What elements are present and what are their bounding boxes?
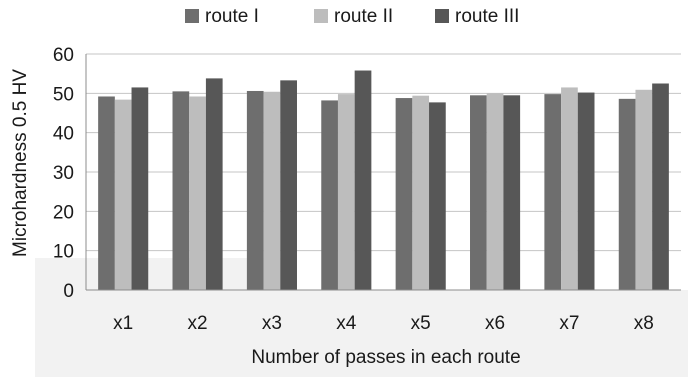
y-tick-label: 20: [53, 202, 74, 223]
bar-x1-series-3: [131, 87, 149, 290]
axes: [85, 54, 681, 291]
y-tick-label: 0: [63, 281, 74, 302]
bar-x6-series-3: [503, 95, 521, 290]
bar-x7-series-1: [544, 94, 562, 291]
x-tick-label: x2: [188, 313, 208, 334]
x-tick-label: x8: [634, 313, 654, 334]
bar-x1-series-1: [98, 96, 115, 290]
y-tick-labels: 0 10 20 30 40 50 60: [53, 45, 74, 302]
legend: route I route II route III: [185, 6, 519, 27]
x-tick-label: x4: [336, 313, 357, 334]
legend-swatch: [185, 9, 199, 23]
background-panel-mid: [285, 290, 550, 377]
bar-x8-series-1: [618, 98, 636, 290]
bar-x6-series-1: [470, 95, 487, 290]
legend-swatch: [435, 9, 449, 23]
x-tick-label: x5: [411, 313, 431, 334]
bar-x4-series-3: [354, 70, 372, 291]
bar-x2-series-2: [189, 96, 206, 290]
bar-x5-series-1: [395, 98, 413, 290]
x-tick-label: x7: [559, 313, 579, 334]
bar-x1-series-2: [114, 99, 132, 290]
legend-label: route III: [455, 6, 519, 27]
bar-x6-series-2: [486, 93, 504, 290]
bar-x2-series-1: [172, 91, 190, 290]
bar-x4-series-1: [321, 100, 338, 290]
x-tick-labels: x1 x2 x3 x4 x5 x6 x7 x8: [113, 313, 654, 334]
legend-label: route I: [205, 6, 259, 27]
bar-x3-series-2: [263, 91, 281, 290]
bar-x4-series-2: [337, 94, 355, 291]
y-tick-label: 60: [53, 45, 74, 66]
legend-swatch: [314, 9, 328, 23]
bar-x7-series-3: [577, 92, 595, 291]
bar-x3-series-1: [246, 90, 264, 291]
bars: [98, 70, 669, 291]
bar-x5-series-3: [429, 102, 446, 290]
y-tick-label: 50: [53, 84, 74, 105]
bar-x7-series-2: [561, 87, 578, 290]
legend-label: route II: [334, 6, 393, 27]
bar-x3-series-3: [280, 80, 297, 290]
y-tick-label: 30: [53, 163, 74, 184]
x-tick-label: x6: [485, 313, 505, 334]
y-axis-title: Microhardness 0.5 HV: [10, 69, 31, 257]
y-tick-label: 10: [53, 242, 74, 263]
background-panel-right: [550, 290, 688, 377]
bar-x8-series-3: [652, 83, 669, 290]
bar-x2-series-3: [205, 78, 223, 291]
x-tick-label: x1: [113, 313, 133, 334]
x-tick-label: x3: [262, 313, 282, 334]
bar-x5-series-2: [412, 95, 430, 291]
y-tick-label: 40: [53, 124, 74, 145]
x-axis-title: Number of passes in each route: [251, 347, 520, 368]
bar-x8-series-2: [635, 89, 653, 290]
